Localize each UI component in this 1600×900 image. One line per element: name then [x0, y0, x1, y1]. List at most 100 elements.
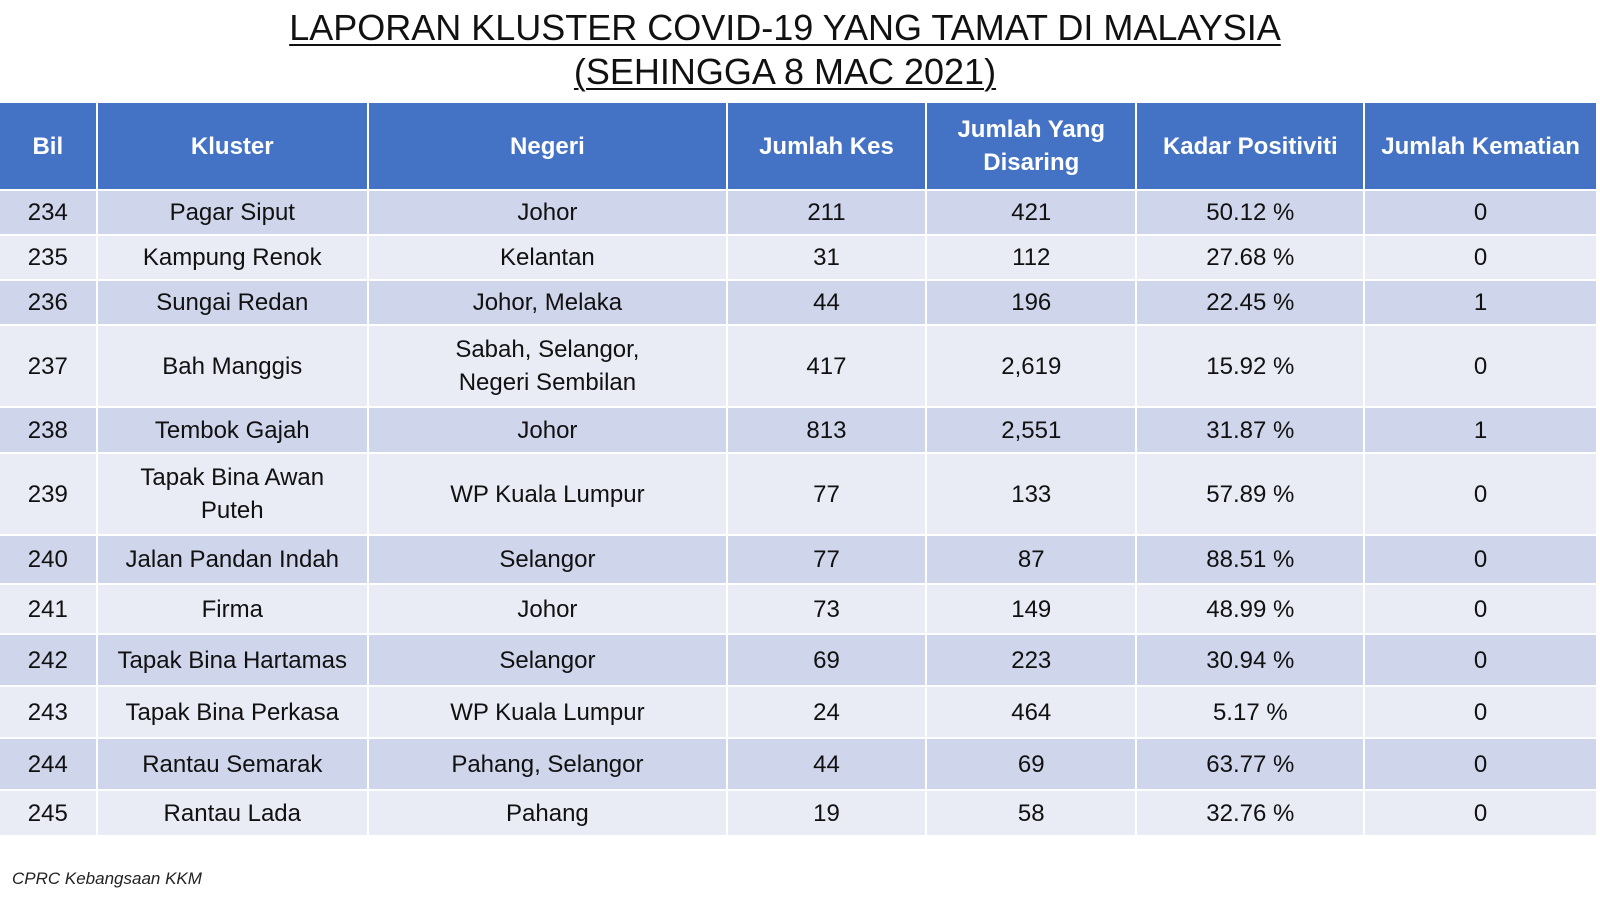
cell-kadar-positiviti: 22.45 %: [1137, 281, 1364, 324]
cell-kluster: Tapak Bina Hartamas: [97, 635, 367, 685]
table-row: 236 Sungai Redan Johor, Melaka 44 196 22…: [0, 281, 1596, 324]
cell-bil: 245: [0, 791, 96, 835]
cell-jumlah-kematian: 0: [1365, 791, 1596, 835]
cell-jumlah-kematian: 1: [1365, 408, 1596, 452]
cell-negeri: Johor: [368, 191, 726, 234]
cell-kadar-positiviti: 63.77 %: [1137, 739, 1364, 789]
cell-jumlah-kes: 31: [727, 236, 926, 279]
cell-jumlah-kematian: 0: [1365, 536, 1596, 583]
cell-jumlah-kematian: 0: [1365, 687, 1596, 737]
cell-jumlah-kes: 813: [727, 408, 926, 452]
header-negeri: Negeri: [368, 103, 726, 189]
cell-bil: 244: [0, 739, 96, 789]
cell-jumlah-kes: 77: [727, 454, 926, 534]
cell-jumlah-disaring: 464: [927, 687, 1136, 737]
cell-jumlah-kematian: 0: [1365, 739, 1596, 789]
cell-jumlah-kes: 77: [727, 536, 926, 583]
cell-jumlah-kes: 73: [727, 585, 926, 633]
cell-kluster: Rantau Semarak: [97, 739, 367, 789]
table-row: 235 Kampung Renok Kelantan 31 112 27.68 …: [0, 236, 1596, 279]
cell-kluster: Bah Manggis: [97, 326, 367, 406]
cell-kluster: Jalan Pandan Indah: [97, 536, 367, 583]
header-jumlah-disaring: Jumlah Yang Disaring: [927, 103, 1136, 189]
cell-jumlah-kematian: 0: [1365, 454, 1596, 534]
table-row: 238 Tembok Gajah Johor 813 2,551 31.87 %…: [0, 408, 1596, 452]
cell-jumlah-kes: 44: [727, 281, 926, 324]
table-row: 243 Tapak Bina Perkasa WP Kuala Lumpur 2…: [0, 687, 1596, 737]
cell-bil: 242: [0, 635, 96, 685]
cell-jumlah-kes: 19: [727, 791, 926, 835]
cell-bil: 243: [0, 687, 96, 737]
cell-jumlah-disaring: 2,619: [927, 326, 1136, 406]
table-row: 237 Bah Manggis Sabah, Selangor, Negeri …: [0, 326, 1596, 406]
cell-kluster-line2: Puteh: [200, 497, 264, 524]
report-title: LAPORAN KLUSTER COVID-19 YANG TAMAT DI M…: [0, 6, 1570, 94]
title-line-2: (SEHINGGA 8 MAC 2021): [573, 51, 997, 92]
cluster-table: Bil Kluster Negeri Jumlah Kes Jumlah Yan…: [0, 101, 1598, 837]
cell-negeri-line1: Sabah, Selangor,: [455, 336, 640, 363]
header-bil: Bil: [0, 103, 96, 189]
header-kluster: Kluster: [97, 103, 367, 189]
table-row: 245 Rantau Lada Pahang 19 58 32.76 % 0: [0, 791, 1596, 835]
cell-jumlah-disaring: 421: [927, 191, 1136, 234]
cell-jumlah-kematian: 0: [1365, 326, 1596, 406]
table-row: 240 Jalan Pandan Indah Selangor 77 87 88…: [0, 536, 1596, 583]
cell-kluster: Tapak Bina Awan Puteh: [97, 454, 367, 534]
cell-jumlah-kes: 44: [727, 739, 926, 789]
cell-negeri-line2: Negeri Sembilan: [458, 369, 637, 396]
cell-jumlah-disaring: 87: [927, 536, 1136, 583]
cell-kadar-positiviti: 50.12 %: [1137, 191, 1364, 234]
header-jumlah-kes: Jumlah Kes: [727, 103, 926, 189]
cell-jumlah-disaring: 2,551: [927, 408, 1136, 452]
cell-negeri: WP Kuala Lumpur: [368, 454, 726, 534]
cell-bil: 235: [0, 236, 96, 279]
cell-jumlah-disaring: 69: [927, 739, 1136, 789]
cell-kadar-positiviti: 88.51 %: [1137, 536, 1364, 583]
cell-kluster: Tapak Bina Perkasa: [97, 687, 367, 737]
cell-kadar-positiviti: 31.87 %: [1137, 408, 1364, 452]
cell-jumlah-disaring: 58: [927, 791, 1136, 835]
cell-negeri: Johor, Melaka: [368, 281, 726, 324]
cell-negeri: Kelantan: [368, 236, 726, 279]
cell-kadar-positiviti: 32.76 %: [1137, 791, 1364, 835]
cell-bil: 237: [0, 326, 96, 406]
cell-negeri: Johor: [368, 585, 726, 633]
header-jumlah-kematian: Jumlah Kematian: [1365, 103, 1596, 189]
table-row: 241 Firma Johor 73 149 48.99 % 0: [0, 585, 1596, 633]
cell-kluster: Sungai Redan: [97, 281, 367, 324]
cell-jumlah-kematian: 0: [1365, 585, 1596, 633]
cell-kluster: Firma: [97, 585, 367, 633]
cell-bil: 238: [0, 408, 96, 452]
source-note: CPRC Kebangsaan KKM: [12, 869, 202, 888]
title-line-1: LAPORAN KLUSTER COVID-19 YANG TAMAT DI M…: [289, 7, 1281, 48]
cell-jumlah-kes: 24: [727, 687, 926, 737]
cell-jumlah-kematian: 0: [1365, 236, 1596, 279]
cell-kadar-positiviti: 27.68 %: [1137, 236, 1364, 279]
table-row: 239 Tapak Bina Awan Puteh WP Kuala Lumpu…: [0, 454, 1596, 534]
cell-jumlah-disaring: 112: [927, 236, 1136, 279]
table-row: 234 Pagar Siput Johor 211 421 50.12 % 0: [0, 191, 1596, 234]
cell-kadar-positiviti: 30.94 %: [1137, 635, 1364, 685]
table-row: 244 Rantau Semarak Pahang, Selangor 44 6…: [0, 739, 1596, 789]
cell-negeri: WP Kuala Lumpur: [368, 687, 726, 737]
cell-negeri: Selangor: [368, 536, 726, 583]
cell-bil: 234: [0, 191, 96, 234]
cell-negeri: Selangor: [368, 635, 726, 685]
cell-kluster-line1: Tapak Bina Awan: [140, 464, 325, 491]
cell-jumlah-disaring: 133: [927, 454, 1136, 534]
cell-kadar-positiviti: 48.99 %: [1137, 585, 1364, 633]
cell-kadar-positiviti: 57.89 %: [1137, 454, 1364, 534]
cell-negeri: Sabah, Selangor, Negeri Sembilan: [368, 326, 726, 406]
header-jumlah-disaring-line1: Jumlah Yang: [957, 116, 1106, 143]
cell-kluster: Rantau Lada: [97, 791, 367, 835]
cell-jumlah-kes: 211: [727, 191, 926, 234]
cell-negeri: Pahang, Selangor: [368, 739, 726, 789]
header-kadar-positiviti: Kadar Positiviti: [1137, 103, 1364, 189]
cell-kluster: Pagar Siput: [97, 191, 367, 234]
cell-bil: 241: [0, 585, 96, 633]
cell-bil: 240: [0, 536, 96, 583]
table-row: 242 Tapak Bina Hartamas Selangor 69 223 …: [0, 635, 1596, 685]
cell-negeri: Johor: [368, 408, 726, 452]
cell-bil: 236: [0, 281, 96, 324]
